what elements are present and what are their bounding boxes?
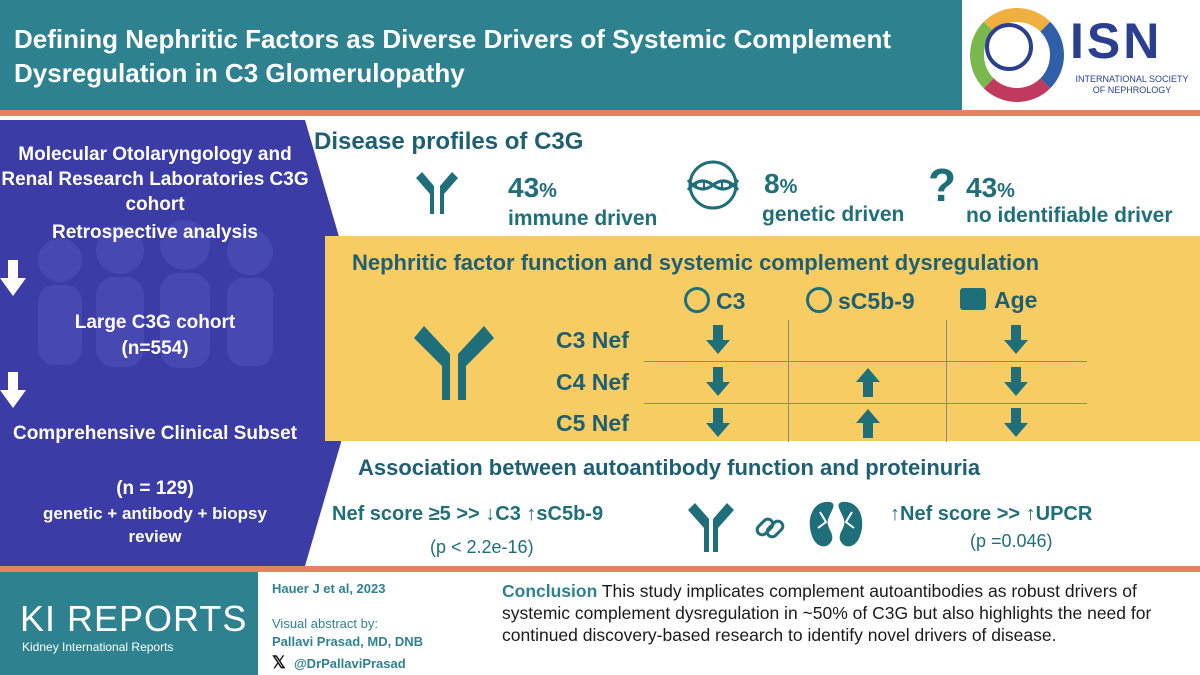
cohort-analysis: Retrospective analysis bbox=[52, 222, 258, 243]
down-arrow-icon bbox=[0, 372, 26, 408]
antibody-icon bbox=[688, 503, 734, 552]
unknown-pct-unit: % bbox=[997, 180, 1015, 202]
immune-pct-unit: % bbox=[539, 180, 557, 202]
row-header-c5nef: C5 Nef bbox=[556, 410, 629, 436]
grid-line bbox=[644, 403, 1087, 404]
row-header-c3nef: C3 Nef bbox=[556, 327, 629, 353]
people-silhouette-icon bbox=[38, 220, 273, 368]
col-header-age: Age bbox=[960, 287, 1037, 314]
down-arrow-icon bbox=[706, 408, 730, 437]
grid-line bbox=[946, 320, 947, 442]
grid-line bbox=[644, 361, 1087, 362]
down-arrow-icon bbox=[706, 367, 730, 396]
col-header-sc5b9: sC5b-9 bbox=[806, 287, 915, 315]
header-divider bbox=[0, 110, 1200, 116]
dna-icon bbox=[686, 160, 740, 210]
birthday-cake-icon bbox=[960, 288, 986, 310]
nef-score-pvalue: (p < 2.2e-16) bbox=[430, 537, 534, 557]
col-header-sc5b9-label: sC5b-9 bbox=[838, 288, 915, 314]
conclusion-text: This study implicates complement autoant… bbox=[502, 581, 1152, 645]
unknown-pct-value: 43 bbox=[966, 172, 998, 203]
journal-logo-box: KI REPORTS Kidney International Reports bbox=[0, 572, 258, 675]
antibody-icon bbox=[416, 172, 458, 214]
association-title: Association between autoantibody functio… bbox=[358, 455, 981, 480]
cohort-heading: Molecular Otolaryngology and Renal Resea… bbox=[1, 144, 309, 215]
large-cohort-label: Large C3G cohort bbox=[74, 312, 236, 333]
cohort-panel: Molecular Otolaryngology and Renal Resea… bbox=[0, 120, 370, 566]
complement-c3-icon bbox=[684, 287, 710, 313]
subset-label: Comprehensive Clinical Subset bbox=[12, 423, 298, 444]
down-arrow-icon bbox=[1004, 325, 1028, 354]
subset-n: (n = 129) bbox=[116, 478, 194, 499]
down-arrow-icon bbox=[706, 325, 730, 354]
footer-divider bbox=[0, 566, 1200, 572]
kidneys-icon bbox=[809, 501, 863, 547]
link-icon bbox=[755, 517, 785, 539]
col-header-c3-label: C3 bbox=[716, 288, 746, 314]
grid-line bbox=[788, 320, 789, 442]
unknown-pct-label: no identifiable driver bbox=[966, 204, 1173, 227]
x-logo-icon: 𝕏 bbox=[272, 653, 286, 672]
page-title: Defining Nephritic Factors as Diverse Dr… bbox=[14, 24, 892, 88]
genetic-pct-label: genetic driven bbox=[762, 203, 905, 226]
nef-panel bbox=[325, 236, 1200, 441]
cohort-chevron bbox=[0, 120, 370, 566]
immune-pct-value: 43 bbox=[508, 172, 540, 203]
conclusion-label: Conclusion bbox=[502, 581, 598, 601]
down-arrow-icon bbox=[1004, 367, 1028, 396]
nef-title: Nephritic factor function and systemic c… bbox=[352, 250, 1040, 275]
col-header-c3: C3 bbox=[684, 287, 745, 315]
isn-logo-subtitle: INTERNATIONAL SOCIETY OF NEPHROLOGY bbox=[1075, 74, 1189, 95]
genetic-pct-unit: % bbox=[779, 176, 798, 198]
down-arrow-icon bbox=[0, 260, 26, 296]
isn-logo: ISN INTERNATIONAL SOCIETY OF NEPHROLOGY bbox=[962, 0, 1200, 110]
conclusion: Conclusion This study implicates complem… bbox=[502, 580, 1192, 646]
isn-logo-letters: ISN bbox=[1070, 13, 1163, 69]
col-header-age-label: Age bbox=[994, 287, 1038, 313]
visual-abstract-label: Visual abstract by: bbox=[272, 616, 378, 631]
large-cohort-n: (n=554) bbox=[121, 338, 189, 359]
subset-detail: genetic + antibody + biopsy review bbox=[43, 504, 267, 546]
up-arrow-icon bbox=[856, 368, 880, 397]
isn-head-icon bbox=[985, 23, 1033, 71]
nef-score-association: Nef score ≥5 >> ↓C3 ↑sC5b-9 bbox=[332, 503, 604, 525]
journal-subtitle: Kidney International Reports bbox=[22, 640, 174, 654]
journal-logo: KI REPORTS bbox=[20, 598, 248, 639]
author-name: Pallavi Prasad, MD, DNB bbox=[272, 634, 423, 649]
down-arrow-icon bbox=[1004, 408, 1028, 437]
upcr-association: ↑Nef score >> ↑UPCR bbox=[890, 503, 1093, 525]
genetic-pct-value: 8 bbox=[764, 168, 780, 199]
profiles-title: Disease profiles of C3G bbox=[314, 128, 584, 155]
author-handle[interactable]: @DrPallaviPrasad bbox=[294, 656, 406, 671]
up-arrow-icon bbox=[856, 409, 880, 438]
upcr-pvalue: (p =0.046) bbox=[970, 531, 1053, 551]
immune-pct-label: immune driven bbox=[508, 207, 658, 230]
complement-sc5b9-icon bbox=[806, 287, 832, 313]
row-header-c4nef: C4 Nef bbox=[556, 369, 629, 395]
question-icon: ? bbox=[928, 159, 957, 211]
citation: Hauer J et al, 2023 bbox=[272, 581, 386, 596]
antibody-large-icon bbox=[414, 326, 494, 400]
